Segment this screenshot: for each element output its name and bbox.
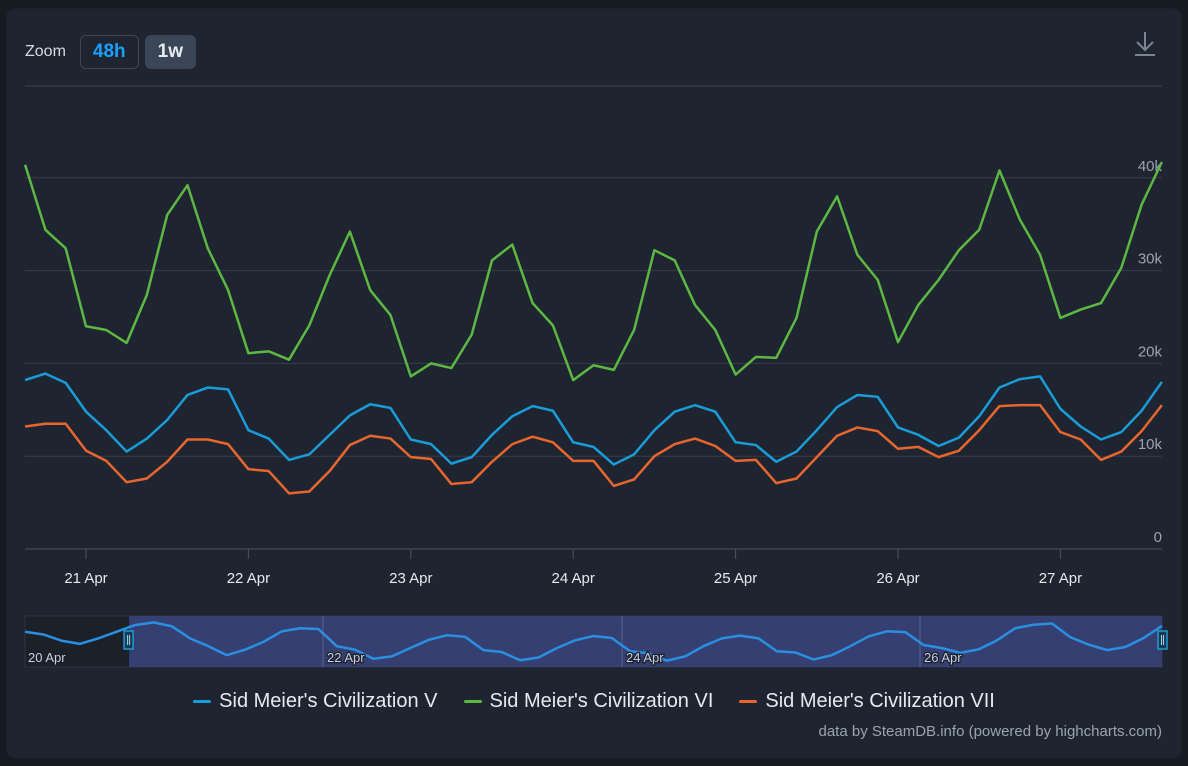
y-tick-label: 40k [1138,158,1163,175]
legend-item-civ6[interactable]: Sid Meier's Civilization VI [463,690,714,713]
series-group [23,161,1164,495]
x-tick-label: 23 Apr [389,570,432,587]
zoom-1w-button[interactable]: 1w [144,35,197,69]
x-tick-label: 26 Apr [876,570,919,587]
download-button[interactable] [1131,29,1159,59]
y-axis: 0 10k 20k 30k 40k [1138,158,1163,546]
navigator-handle-left[interactable] [123,630,134,650]
legend-item-civ5[interactable]: Sid Meier's Civilization V [193,690,438,713]
zoom-48h-button[interactable]: 48h [79,35,139,69]
credits-link[interactable]: data by SteamDB.info (powered by highcha… [818,723,1163,740]
x-axis: 21 Apr 22 Apr 23 Apr 24 Apr 25 Apr 26 Apr 27 A… [64,549,1082,587]
y-tick-label: 20k [1138,343,1163,360]
navigator-label: 22 Apr [327,650,365,665]
y-tick-label: 30k [1138,251,1163,268]
series-line-7 [24,403,1163,495]
y-tick-label: 10k [1138,436,1163,453]
legend: Sid Meier's Civilization V Sid Meier's C… [0,690,1188,713]
legend-swatch-civ6 [463,700,482,703]
navigator-series-line [24,621,1163,662]
x-tick-label: 27 Apr [1039,570,1082,587]
x-tick-label: 22 Apr [227,570,270,587]
legend-swatch-civ7 [739,700,758,703]
legend-item-civ7[interactable]: Sid Meier's Civilization VII [739,690,995,713]
legend-label-civ6: Sid Meier's Civilization VI [489,690,714,712]
legend-swatch-civ5 [193,700,212,703]
legend-label-civ7: Sid Meier's Civilization VII [765,690,995,712]
navigator-selected-range [129,616,1162,667]
download-icon [1135,32,1155,56]
grid-lines [25,85,1162,550]
navigator-label: 26 Apr [924,650,962,665]
legend-label-civ5: Sid Meier's Civilization V [219,690,438,712]
x-tick-label: 25 Apr [714,570,757,587]
x-tick-label: 24 Apr [552,570,595,587]
navigator[interactable]: 20 Apr 22 Apr 24 Apr 26 Apr [24,615,1168,668]
zoom-label: Zoom [25,43,66,60]
zoom-toolbar: Zoom 48h 1w [25,34,197,70]
series-line-5 [24,372,1163,466]
x-tick-label: 21 Apr [64,570,107,587]
navigator-label: 20 Apr [28,650,66,665]
navigator-label: 24 Apr [626,650,664,665]
series-line-6 [23,161,1164,382]
y-tick-label: 0 [1154,529,1162,546]
navigator-handle-right[interactable] [1157,630,1168,650]
